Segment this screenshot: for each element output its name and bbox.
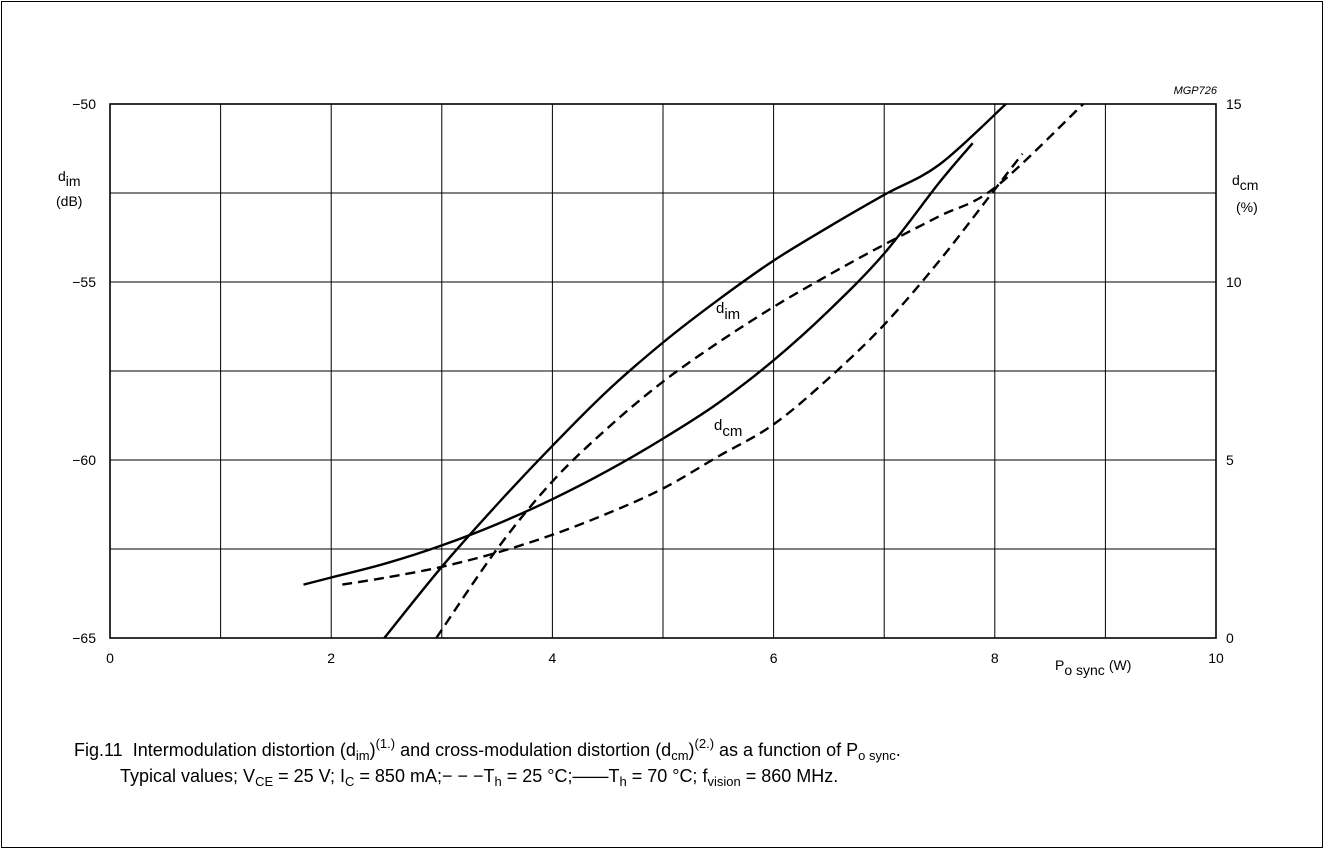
caption-text: . <box>895 740 901 760</box>
caption-sub: vision <box>707 774 741 790</box>
caption-text: = 850 mA;− − −T <box>354 766 495 787</box>
caption-sup: (2.) <box>694 736 715 751</box>
x-tick-label: 4 <box>549 650 557 666</box>
x-tick-label: 6 <box>770 650 778 666</box>
caption-text: Intermodulation distortion (d <box>132 740 356 760</box>
series-label-dcm: dcm <box>714 417 742 440</box>
caption-sub: h <box>494 774 502 790</box>
caption-sub: cm <box>671 748 689 763</box>
caption-text: = 25 V; I <box>273 766 346 787</box>
x-tick-label: 2 <box>327 650 335 666</box>
caption-text: as a function of P <box>714 740 859 760</box>
x-label-unit: (W) <box>1109 657 1132 673</box>
caption-line-1: Fig.11 Intermodulation distortion (dim)(… <box>74 737 901 763</box>
figure-caption: Fig.11 Intermodulation distortion (dim)(… <box>74 737 901 789</box>
series-line-dim-th70 <box>383 103 1007 639</box>
caption-text: ) <box>369 740 376 760</box>
caption-text: Typical values; V <box>120 766 256 787</box>
x-label-sub: o sync <box>1064 662 1104 678</box>
series-label-dcm-sub: cm <box>722 423 742 440</box>
series-label-dim-main: d <box>716 300 724 317</box>
caption-line-2: Typical values; VCE = 25 V; IC = 850 mA;… <box>74 763 901 789</box>
y-right-tick-label: 10 <box>1226 274 1242 290</box>
caption-text: = 25 °C;——T <box>501 766 620 787</box>
y-left-axis-label: dim <box>58 168 81 189</box>
caption-sub: h <box>619 774 627 790</box>
series-line-dim-th25 <box>435 103 1085 639</box>
caption-text: and cross-modulation distortion (d <box>395 740 672 760</box>
caption-sub: im <box>355 748 370 763</box>
x-tick-label: 10 <box>1208 650 1224 666</box>
series-layer <box>303 103 1085 639</box>
tick-labels: 0 2 4 6 8 10 −65 −60 −55 −50 0 5 10 15 <box>72 96 1242 666</box>
caption-sub: o sync <box>858 748 896 763</box>
series-label-dim-sub: im <box>724 306 740 323</box>
y-left-label-sub: im <box>66 173 81 189</box>
x-axis-label: Po sync (W) <box>1055 657 1131 678</box>
y-right-label-main: d <box>1232 172 1240 188</box>
caption-text: = 70 °C; f <box>626 766 708 787</box>
series-label-dim: dim <box>716 300 740 323</box>
y-left-label-main: d <box>58 168 66 184</box>
caption-sub: C <box>345 774 355 790</box>
y-right-tick-label: 0 <box>1226 630 1234 646</box>
caption-text: = 860 MHz. <box>740 766 839 787</box>
y-left-tick-label: −60 <box>72 452 96 468</box>
x-label-main: P <box>1055 657 1064 673</box>
caption-fig-label: Fig.11 <box>74 740 123 760</box>
caption-text: ) <box>688 740 695 760</box>
series-label-dcm-main: d <box>714 417 722 434</box>
x-tick-label: 0 <box>106 650 114 666</box>
series-line-dcm-th25 <box>342 153 1024 586</box>
y-right-axis-unit: (%) <box>1236 199 1258 215</box>
y-left-axis-unit: (dB) <box>56 193 82 209</box>
y-right-label-sub: cm <box>1240 177 1259 193</box>
plot-area-border <box>109 103 1217 639</box>
y-right-tick-label: 15 <box>1226 96 1242 112</box>
series-line-dcm-th70 <box>303 142 974 586</box>
grid <box>110 104 1216 638</box>
y-right-tick-label: 5 <box>1226 452 1234 468</box>
caption-sub: CE <box>255 774 274 790</box>
y-left-tick-label: −55 <box>72 274 96 290</box>
figure-id: MGP726 <box>1174 85 1218 97</box>
y-right-axis-label: dcm <box>1232 172 1258 193</box>
caption-sup: (1.) <box>375 736 396 751</box>
y-left-tick-label: −65 <box>72 630 96 646</box>
x-tick-label: 8 <box>991 650 999 666</box>
y-left-tick-label: −50 <box>72 96 96 112</box>
